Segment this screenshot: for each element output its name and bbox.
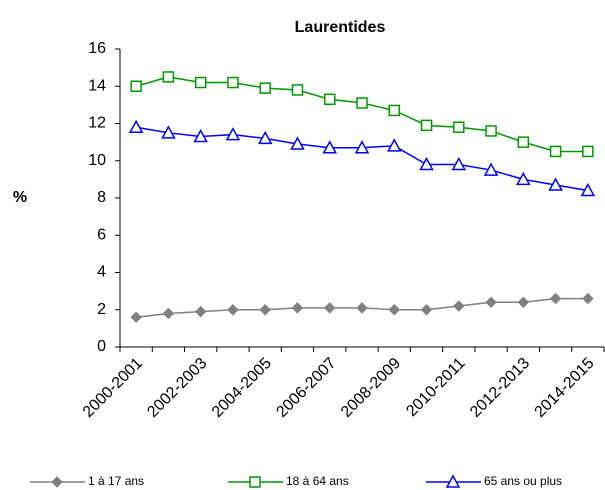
point xyxy=(485,296,497,309)
point xyxy=(291,84,304,96)
point xyxy=(582,292,594,305)
x-tick-label: 2008-2009 xyxy=(338,355,404,421)
point xyxy=(420,119,433,132)
y-tick-label: 4 xyxy=(97,264,106,281)
point xyxy=(387,138,402,152)
x-tick-label: 2004-2005 xyxy=(209,355,275,421)
point xyxy=(517,296,530,309)
point xyxy=(193,128,208,143)
point xyxy=(451,156,467,171)
point xyxy=(290,136,305,150)
point xyxy=(130,311,142,323)
x-tick-label: 2012-2013 xyxy=(467,355,533,421)
point xyxy=(322,140,337,154)
point xyxy=(128,119,144,133)
point xyxy=(162,71,175,83)
x-tick-label: 2010-2011 xyxy=(403,355,468,420)
y-axis-label: % xyxy=(13,189,27,206)
chart-title: Laurentides xyxy=(295,19,386,36)
x-tick-label: 2014-2015 xyxy=(532,355,598,421)
point xyxy=(257,130,273,145)
point xyxy=(549,145,562,158)
point xyxy=(485,125,497,137)
y-tick-label: 2 xyxy=(97,301,106,318)
point xyxy=(194,76,207,89)
point xyxy=(419,156,434,171)
y-tick-label: 14 xyxy=(88,77,106,94)
point xyxy=(356,302,368,314)
y-tick-label: 8 xyxy=(97,189,106,206)
point xyxy=(548,177,563,191)
point xyxy=(323,93,336,106)
point xyxy=(227,76,239,89)
point xyxy=(162,307,175,320)
point xyxy=(388,104,401,117)
point xyxy=(354,140,370,154)
x-tick-label: 2006-2007 xyxy=(273,355,339,421)
point xyxy=(291,302,304,314)
legend-marker xyxy=(445,474,461,488)
point xyxy=(549,292,562,305)
legend-label: 65 ans ou plus xyxy=(484,474,562,488)
point xyxy=(580,182,596,197)
y-tick-label: 10 xyxy=(88,152,106,169)
point xyxy=(388,304,400,316)
point xyxy=(420,304,433,316)
legend-label: 18 à 64 ans xyxy=(286,474,349,488)
point xyxy=(324,302,336,314)
point xyxy=(582,145,594,158)
point xyxy=(227,304,239,316)
point xyxy=(453,121,465,133)
x-tick-label: 2002-2003 xyxy=(144,355,210,421)
legend-marker xyxy=(249,476,261,488)
point xyxy=(259,82,271,94)
legend-label: 1 à 17 ans xyxy=(88,474,144,488)
point xyxy=(356,97,368,109)
legend-marker xyxy=(51,476,63,488)
point xyxy=(161,125,176,139)
y-tick-label: 6 xyxy=(97,226,106,243)
y-tick-label: 16 xyxy=(88,40,106,57)
point xyxy=(517,136,530,148)
point xyxy=(483,162,499,176)
point xyxy=(225,127,241,141)
point xyxy=(259,304,271,316)
point xyxy=(130,80,142,92)
y-tick-label: 0 xyxy=(97,338,106,355)
point xyxy=(453,300,465,312)
y-tick-label: 12 xyxy=(88,115,106,132)
point xyxy=(194,305,207,318)
point xyxy=(516,171,531,186)
x-tick-label: 2000-2001 xyxy=(80,355,146,421)
